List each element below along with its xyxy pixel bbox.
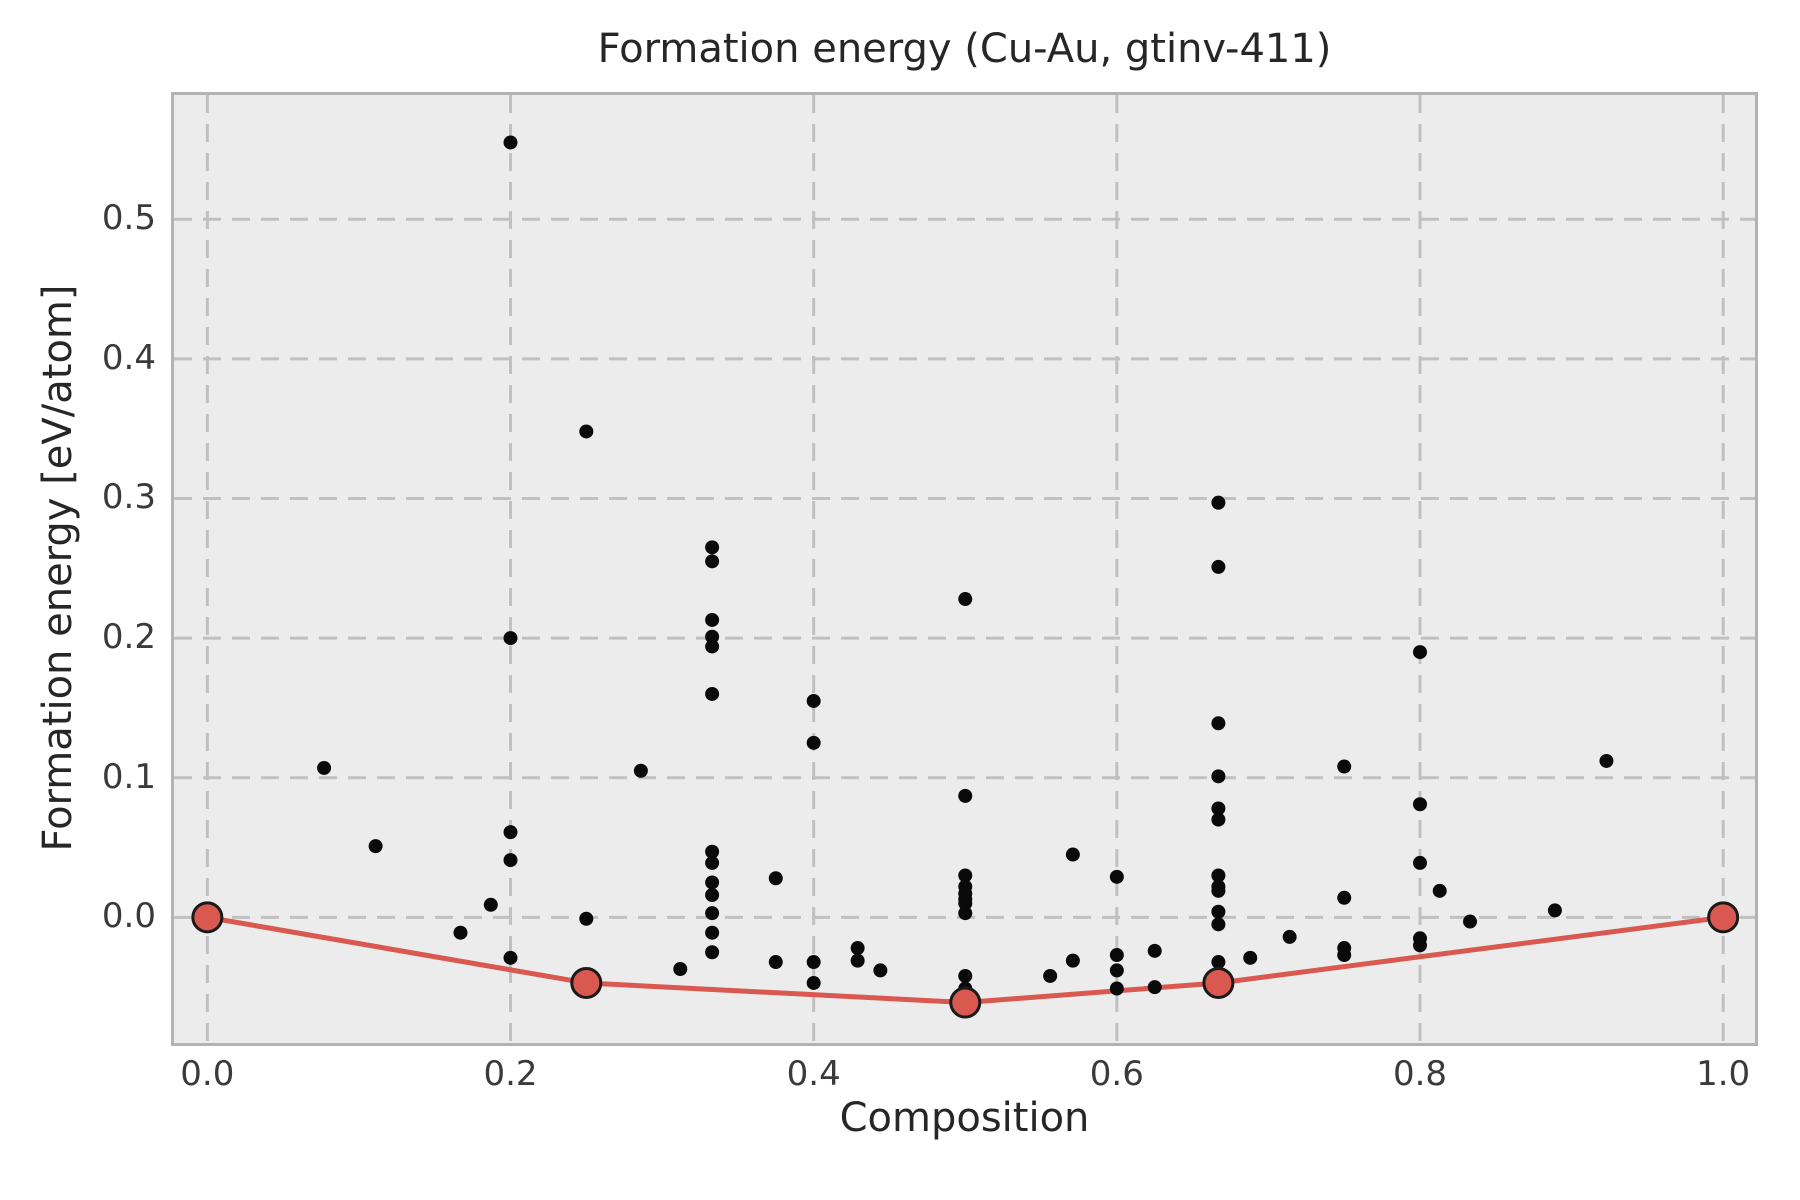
scatter-point [705, 554, 720, 569]
hull-point [1202, 966, 1235, 999]
x-tick-label-0.2: 0.2 [483, 1054, 538, 1094]
y-tick-label-0.5: 0.5 [101, 198, 156, 239]
hull-point [191, 901, 224, 934]
scatter-point [1547, 903, 1562, 918]
scatter-point [1043, 968, 1058, 983]
scatter-point [1211, 716, 1226, 731]
scatter-point [503, 135, 518, 150]
scatter-point [1211, 769, 1226, 784]
scatter-point [368, 839, 383, 854]
scatter-point [1211, 801, 1226, 816]
scatter-point [705, 629, 720, 644]
scatter-point [579, 424, 594, 439]
scatter-point [633, 763, 648, 778]
scatter-point [1413, 855, 1428, 870]
scatter-point [1211, 495, 1226, 510]
scatter-point [958, 868, 973, 883]
scatter-point [958, 896, 973, 911]
x-tick-label-1.0: 1.0 [1696, 1054, 1751, 1094]
scatter-point [705, 945, 720, 960]
scatter-point [958, 592, 973, 607]
hull-point [949, 986, 982, 1019]
x-tick-label-0.0: 0.0 [180, 1054, 235, 1094]
scatter-point [1109, 948, 1124, 963]
scatter-point [958, 968, 973, 983]
scatter-point [503, 853, 518, 868]
scatter-point [1211, 917, 1226, 932]
scatter-point [1211, 812, 1226, 827]
y-tick-label-0.1: 0.1 [101, 756, 156, 797]
scatter-point [317, 760, 332, 775]
scatter-point [1211, 559, 1226, 574]
scatter-point [1065, 953, 1080, 968]
plot-canvas [174, 95, 1755, 1043]
plot-area [171, 92, 1758, 1046]
scatter-point [705, 888, 720, 903]
scatter-point [850, 953, 865, 968]
scatter-point [958, 906, 973, 921]
scatter-point [705, 906, 720, 921]
scatter-point [1337, 759, 1352, 774]
scatter-point [1413, 645, 1428, 660]
scatter-point [1282, 929, 1297, 944]
chart-title: Formation energy (Cu-Au, gtinv-411) [597, 26, 1332, 72]
scatter-point [705, 612, 720, 627]
scatter-point [768, 955, 783, 970]
scatter-point [768, 871, 783, 886]
scatter-point [850, 941, 865, 956]
scatter-point [503, 950, 518, 965]
scatter-point [1147, 943, 1162, 958]
scatter-point [705, 540, 720, 555]
x-tick-label-0.4: 0.4 [786, 1054, 841, 1094]
scatter-point [1337, 948, 1352, 963]
scatter-point [673, 962, 688, 977]
scatter-point [705, 855, 720, 870]
scatter-point [503, 825, 518, 840]
scatter-point [705, 686, 720, 701]
scatter-point [503, 631, 518, 646]
scatter-point [1463, 914, 1478, 929]
scatter-point [1147, 980, 1162, 995]
scatter-point [1211, 883, 1226, 898]
scatter-point [873, 963, 888, 978]
scatter-point [806, 955, 821, 970]
scatter-point [806, 735, 821, 750]
y-tick-label-0.0: 0.0 [101, 896, 156, 937]
scatter-point [453, 925, 468, 940]
y-tick-label-0.4: 0.4 [101, 337, 156, 378]
x-tick-label-0.8: 0.8 [1392, 1054, 1448, 1094]
scatter-point [806, 975, 821, 990]
scatter-point [579, 911, 594, 926]
scatter-point [1211, 955, 1226, 970]
scatter-point [1109, 869, 1124, 884]
hull-point [570, 966, 603, 999]
scatter-point [705, 875, 720, 890]
scatter-point [806, 693, 821, 708]
scatter-point [1065, 847, 1080, 862]
y-tick-label-0.3: 0.3 [101, 477, 156, 518]
scatter-point [705, 925, 720, 940]
scatter-point [1432, 883, 1447, 898]
x-tick-label-0.6: 0.6 [1089, 1054, 1144, 1094]
x-axis-label: Composition [839, 1095, 1090, 1141]
hull-point [1707, 901, 1740, 934]
scatter-point [1109, 981, 1124, 996]
scatter-point [1243, 950, 1258, 965]
scatter-point [1109, 963, 1124, 978]
scatter-point [1211, 904, 1226, 919]
scatter-point [1211, 868, 1226, 883]
scatter-point [1413, 938, 1428, 953]
scatter-point [1599, 753, 1614, 768]
scatter-point [705, 639, 720, 654]
scatter-point [705, 844, 720, 859]
scatter-point [1337, 890, 1352, 905]
scatter-point [1413, 797, 1428, 812]
scatter-point [483, 897, 498, 912]
scatter-point [958, 788, 973, 803]
y-tick-label-0.2: 0.2 [101, 617, 156, 658]
